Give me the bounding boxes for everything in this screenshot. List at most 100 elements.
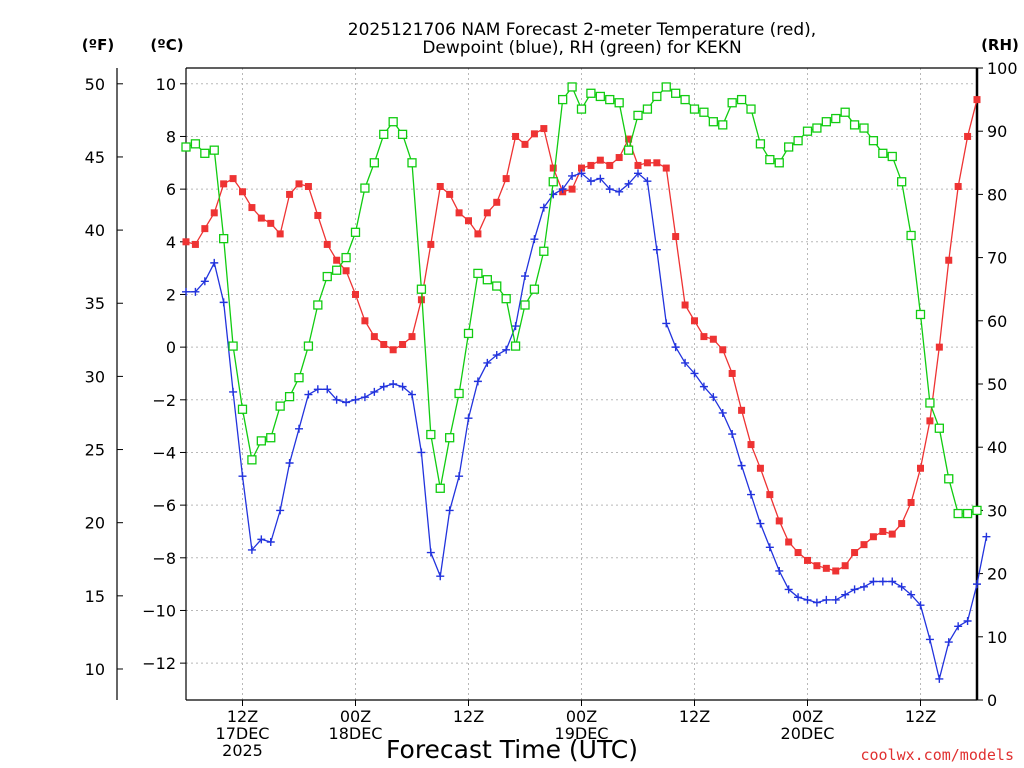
dewpoint-point — [511, 322, 520, 331]
fahrenheit-tick-label: 30 — [85, 367, 105, 386]
rh-point — [812, 123, 822, 133]
temperature-point — [483, 209, 491, 217]
temperature-point — [738, 406, 746, 414]
temperature-point — [182, 238, 190, 246]
rh-point — [228, 341, 238, 351]
temperature-point — [888, 530, 896, 538]
rh-point — [313, 300, 323, 310]
rh-point — [793, 136, 803, 146]
rh-point — [397, 129, 408, 140]
celsius-tick-label: −2 — [152, 391, 176, 410]
rh-point — [388, 117, 398, 127]
rh-tick-label: 100 — [987, 59, 1018, 78]
temperature-point — [709, 335, 717, 343]
dewpoint-point — [389, 380, 398, 388]
rh-point — [492, 281, 502, 291]
rh-point — [897, 177, 907, 187]
dewpoint-line — [186, 172, 988, 680]
rh-point — [671, 88, 681, 98]
x-tick-label: 00Z — [792, 707, 823, 726]
temperature-point — [427, 240, 435, 248]
temperature-point — [973, 96, 981, 104]
rh-point — [463, 328, 474, 339]
temperature-point — [455, 209, 463, 217]
rh-point — [953, 508, 963, 519]
rh-point — [473, 268, 483, 279]
temperature-point — [615, 154, 623, 162]
rh-point — [821, 117, 831, 127]
dewpoint-point — [229, 387, 238, 396]
rh-point — [765, 154, 775, 165]
dewpoint-point — [765, 543, 774, 552]
rh-point — [237, 404, 248, 414]
dewpoint-point — [568, 171, 577, 180]
dewpoint-point — [558, 185, 567, 194]
dewpoint-point — [794, 593, 803, 602]
rh-tick-label: 10 — [987, 628, 1007, 647]
dewpoint-point — [605, 185, 614, 194]
dewpoint-point — [963, 617, 972, 625]
temperature-point — [521, 140, 529, 148]
x-tick-label: 18DEC — [329, 724, 383, 743]
x-tick-label: 12Z — [227, 707, 258, 726]
dewpoint-series — [182, 169, 991, 683]
temperature-point — [465, 217, 472, 225]
rh-point — [614, 98, 624, 108]
temperature-point — [512, 132, 520, 140]
dewpoint-point — [445, 506, 454, 515]
rh-point — [482, 275, 492, 285]
dewpoint-point — [332, 395, 341, 404]
rh-point — [868, 136, 879, 146]
rh-point — [379, 129, 389, 140]
dewpoint-point — [737, 461, 746, 470]
rh-point — [548, 177, 558, 187]
dewpoint-point — [370, 387, 379, 396]
x-tick-label: 17DEC — [216, 724, 270, 743]
dewpoint-point — [822, 595, 831, 604]
temperature-point — [493, 198, 501, 206]
temperature-point — [954, 183, 962, 190]
dewpoint-point — [671, 343, 680, 352]
rh-point — [661, 82, 671, 92]
temperature-point — [756, 464, 764, 472]
temperature-point — [898, 520, 906, 528]
rh-point — [689, 104, 700, 114]
dewpoint-point — [652, 245, 661, 254]
celsius-tick-label: −6 — [152, 496, 176, 515]
rh-point — [652, 91, 662, 102]
temperature-point — [502, 175, 510, 183]
celsius-tick-label: 0 — [166, 338, 176, 357]
temperature-point — [653, 159, 661, 167]
dewpoint-point — [398, 382, 407, 391]
rh-point — [699, 107, 709, 117]
rh-point — [322, 271, 332, 282]
temperature-point — [361, 317, 369, 325]
dewpoint-point — [878, 577, 887, 586]
rh-point — [445, 433, 455, 443]
fahrenheit-tick-label: 10 — [85, 660, 105, 679]
axes — [116, 67, 983, 706]
rh-point — [784, 142, 794, 152]
rh-point — [303, 341, 314, 351]
temperature-point — [229, 175, 237, 183]
temperature-point — [220, 180, 228, 188]
dewpoint-point — [530, 235, 539, 244]
dewpoint-point — [200, 277, 209, 286]
dewpoint-point — [549, 190, 558, 199]
dewpoint-point — [492, 351, 501, 360]
temperature-point — [286, 190, 294, 198]
temperature-point — [775, 517, 783, 525]
dewpoint-point — [888, 577, 897, 586]
temperature-point — [201, 225, 209, 233]
rh-point — [426, 429, 436, 440]
dewpoint-point — [379, 382, 388, 391]
temperature-point — [841, 562, 849, 570]
temperature-point — [295, 180, 303, 188]
rh-point — [520, 300, 530, 310]
x-axis-label: Forecast Time (UTC) — [386, 735, 638, 764]
x-tick-label: 20DEC — [781, 724, 835, 743]
temperature-point — [662, 164, 670, 172]
temperature-point — [832, 567, 840, 575]
rh-point — [247, 455, 257, 465]
